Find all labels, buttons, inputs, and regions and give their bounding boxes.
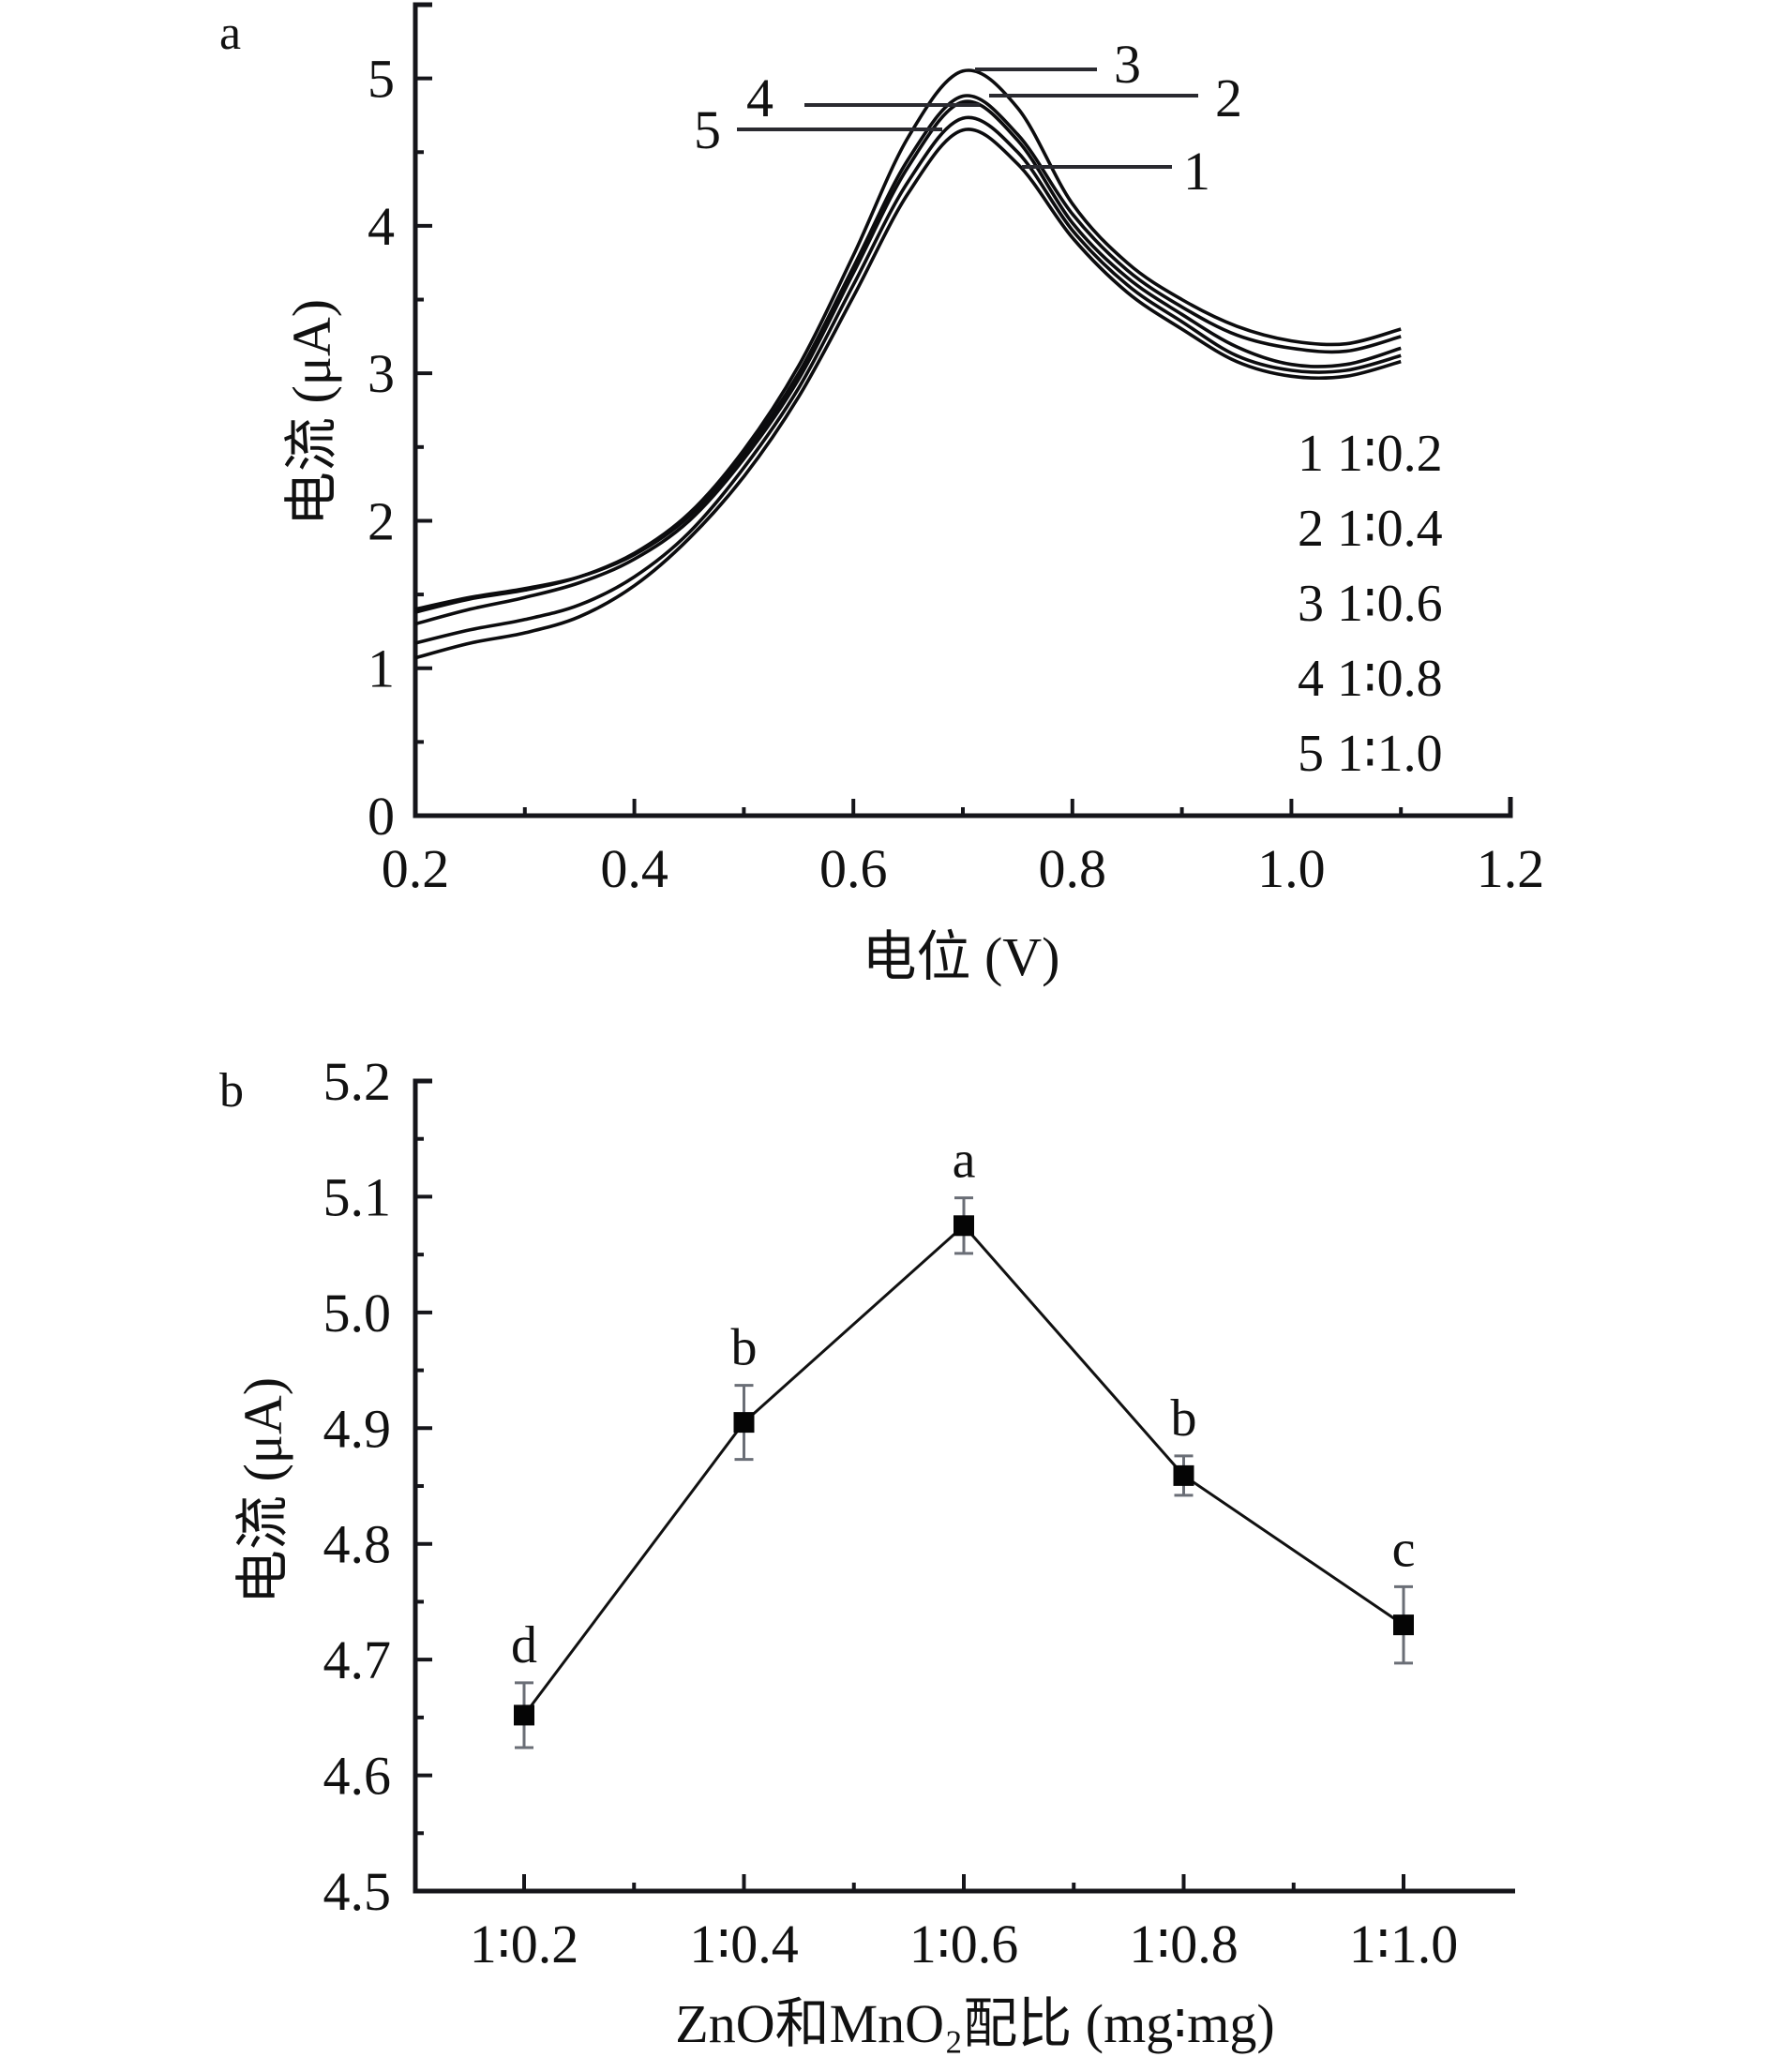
y-tick-label: 5.2 <box>323 1051 392 1112</box>
chart-b-tick-labels: 1∶0.2 1∶0.4 1∶0.6 1∶0.8 1∶1.0 4.5 4.6 4.7 4.8 4.9… <box>323 1051 1459 1974</box>
y-tick-label: 5 <box>368 49 395 110</box>
y-tick-label: 4.5 <box>323 1861 392 1922</box>
curve-series-4 <box>414 99 1402 626</box>
chart-a-legend: 1 1∶0.2 2 1∶0.4 3 1∶0.6 4 1∶0.8 5 1∶1.0 <box>1298 425 1443 783</box>
x-tick-label: 0.8 <box>1039 838 1107 899</box>
legend-entry: 5 1∶1.0 <box>1298 725 1443 783</box>
panel-label-b: b <box>219 1064 244 1118</box>
curve-label-2: 2 <box>1215 68 1242 128</box>
data-point-marker <box>1393 1614 1414 1636</box>
y-tick-label: 5.0 <box>323 1283 392 1344</box>
data-point-marker <box>954 1215 974 1237</box>
chart-b: b 1∶0.2 1∶0.4 1∶0.6 1∶0.8 1∶1.0 4.5 4.6 4.7 4.8 4… <box>219 1051 1515 2054</box>
x-tick-label: 1∶0.6 <box>909 1914 1019 1974</box>
y-tick-label: 5.1 <box>323 1166 392 1227</box>
significance-label: c <box>1392 1520 1416 1578</box>
x-tick-label: 1∶0.8 <box>1129 1914 1239 1974</box>
chart-b-series: d b a b c <box>511 1132 1416 1749</box>
series-line <box>522 1224 1404 1717</box>
x-tick-label: 1.0 <box>1257 838 1326 899</box>
chart-a-ticks <box>413 3 1512 818</box>
y-tick-label: 1 <box>368 638 395 699</box>
chart-a-curve-leaders: 3 2 4 5 1 <box>694 34 1242 202</box>
x-tick-label: 0.6 <box>819 838 888 899</box>
x-tick-label: 0.4 <box>600 838 668 899</box>
panel-label-a: a <box>219 7 241 60</box>
chart-b-ticks <box>415 1079 1405 1893</box>
curve-series-5 <box>414 115 1402 645</box>
legend-entry: 3 1∶0.6 <box>1298 575 1443 633</box>
y-tick-label: 4 <box>368 196 395 257</box>
chart-b-x-axis-title: ZnO和MnO₂配比 (mg∶mg) <box>675 1993 1274 2054</box>
curve-label-1: 1 <box>1183 141 1210 202</box>
significance-label: b <box>1171 1389 1197 1448</box>
chart-a-curves <box>414 68 1402 660</box>
legend-entry: 4 1∶0.8 <box>1298 650 1443 708</box>
y-tick-label: 4.6 <box>323 1746 392 1807</box>
significance-label: d <box>511 1616 537 1674</box>
curve-series-3 <box>414 68 1402 614</box>
legend-entry: 1 1∶0.2 <box>1298 425 1443 483</box>
x-tick-label: 1∶0.4 <box>689 1914 799 1974</box>
significance-label: a <box>953 1132 976 1190</box>
x-tick-label: 1∶0.2 <box>470 1914 579 1974</box>
chart-a-x-axis-title: 电位 (V) <box>862 926 1059 987</box>
y-tick-label: 4.7 <box>323 1629 392 1690</box>
significance-label: b <box>731 1319 758 1377</box>
y-tick-label: 4.9 <box>323 1398 392 1459</box>
x-tick-label: 0.2 <box>382 838 450 899</box>
y-tick-label: 4.8 <box>323 1514 392 1575</box>
data-point-marker <box>514 1704 534 1726</box>
curve-label-4: 4 <box>746 68 773 128</box>
curve-label-5: 5 <box>694 99 721 160</box>
y-tick-label: 3 <box>368 343 395 404</box>
data-point-marker <box>733 1412 755 1434</box>
chart-a-y-axis-title: 电流 (μA) <box>281 299 342 526</box>
y-tick-label: 0 <box>368 786 395 847</box>
curve-series-1 <box>414 128 1402 660</box>
curve-label-3: 3 <box>1114 34 1141 95</box>
data-point-marker <box>1173 1464 1194 1486</box>
y-tick-label: 2 <box>368 490 395 551</box>
chart-b-y-axis-title: 电流 (μA) <box>233 1377 293 1604</box>
legend-entry: 2 1∶0.4 <box>1298 500 1443 558</box>
x-tick-label: 1.2 <box>1477 838 1545 899</box>
x-tick-label: 1∶1.0 <box>1349 1914 1459 1974</box>
